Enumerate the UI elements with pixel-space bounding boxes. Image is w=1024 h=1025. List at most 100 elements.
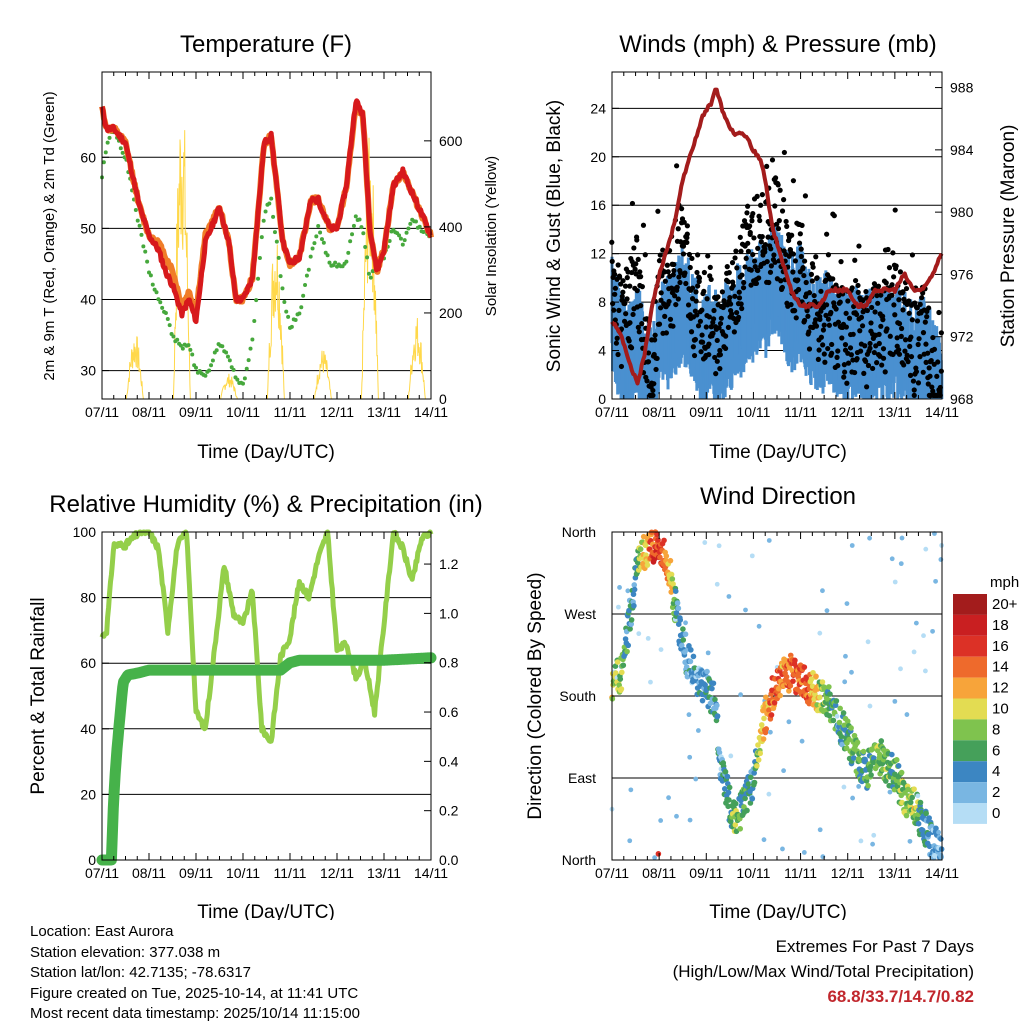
direction-ytick-label: East [568, 770, 596, 786]
gust-point [849, 285, 855, 291]
gust-point [896, 347, 902, 353]
gust-point [685, 302, 692, 308]
gust-point [936, 388, 943, 395]
gust-point [662, 278, 668, 284]
rh-xtick-label: 09/11 [179, 865, 213, 881]
rh-ytick-label: 100 [73, 524, 97, 540]
gust-point [885, 246, 891, 253]
gust-point [784, 223, 790, 229]
gust-point [751, 258, 758, 264]
direction-point [744, 807, 750, 814]
direction-point [766, 707, 772, 713]
direction-stray-point [936, 829, 942, 835]
gust-point [667, 316, 674, 322]
direction-point [669, 576, 676, 582]
gust-point [762, 241, 769, 248]
dewpoint-point [209, 363, 214, 368]
gust-point [638, 274, 644, 280]
direction-stray-point [911, 649, 917, 655]
direction-ytick-label: South [559, 688, 596, 704]
gust-point [908, 354, 915, 360]
gust-point [626, 338, 632, 344]
dewpoint-point [284, 309, 289, 314]
direction-xtick-label: 13/11 [878, 865, 912, 881]
gust-point [876, 331, 882, 337]
direction-point [911, 786, 917, 792]
rh-ytick-label: 40 [80, 721, 96, 737]
gust-point [842, 369, 848, 375]
gust-point [821, 351, 827, 357]
gust-point [854, 356, 860, 362]
direction-point [938, 836, 944, 842]
wind-ytick-label: 24 [590, 100, 606, 116]
gust-point [700, 339, 706, 345]
dewpoint-point [220, 344, 225, 349]
gust-point [694, 312, 700, 318]
gust-point [612, 291, 618, 297]
direction-point [620, 662, 627, 669]
direction-xtick-label: 07/11 [595, 865, 629, 881]
gust-point [755, 267, 761, 274]
gust-point [715, 294, 721, 300]
humidity-panel: Relative Humidity (%) & Precipitation (i… [28, 491, 483, 920]
dewpoint-point [274, 239, 279, 244]
gust-point [627, 320, 633, 326]
legend-swatch [953, 761, 987, 783]
gust-point [694, 269, 700, 276]
dewpoint-point [350, 232, 355, 237]
direction-ytick-label: West [564, 606, 596, 622]
winds-ylabel: Sonic Wind & Gust (Blue, Black) [544, 100, 565, 372]
legend-label: 18 [992, 617, 1009, 634]
direction-point [747, 774, 754, 781]
direction-point [732, 822, 739, 828]
direction-stray-point [844, 601, 850, 606]
direction-point [830, 717, 837, 724]
direction-point [612, 663, 619, 669]
precip-y2tick-label: 1.0 [439, 605, 459, 621]
direction-point [783, 674, 790, 680]
gust-point [732, 293, 738, 299]
direction-stray-point [867, 703, 873, 709]
legend-swatch [953, 677, 987, 699]
dewpoint-point [365, 255, 370, 260]
gust-point [652, 337, 658, 343]
precip-line [96, 652, 437, 866]
dewpoint-point [118, 146, 123, 151]
gust-point [811, 292, 817, 299]
gust-point [776, 218, 782, 224]
latlon-text: Station lat/lon: 42.7135; -78.6317 [30, 964, 252, 981]
direction-point [637, 546, 644, 552]
direction-point [714, 702, 720, 709]
gust-point [670, 323, 676, 329]
dewpoint-point [163, 310, 168, 315]
dewpoint-point [304, 273, 309, 278]
gust-point [856, 243, 862, 249]
direction-point [688, 647, 694, 653]
direction-point [760, 736, 767, 742]
gust-point [808, 271, 815, 277]
direction-point [813, 673, 819, 680]
gust-point [779, 208, 786, 214]
direction-stray-point [749, 553, 755, 559]
direction-point [640, 533, 647, 540]
gust-point [938, 330, 944, 336]
gust-point [911, 392, 917, 398]
gust-point [904, 352, 910, 358]
dewpoint-point [303, 283, 308, 288]
gust-point [775, 182, 781, 188]
dewpoint-point [297, 311, 302, 316]
gust-point [725, 324, 731, 330]
gust-point [802, 193, 809, 199]
direction-point [795, 670, 802, 677]
gust-point [673, 301, 679, 308]
direction-point [817, 694, 823, 701]
gust-point [684, 231, 690, 237]
dewpoint-point [282, 300, 287, 305]
direction-point [651, 556, 658, 563]
gust-point [894, 335, 900, 341]
gust-point [690, 344, 696, 350]
dewpoint-point [254, 298, 259, 303]
gust-point [640, 222, 647, 228]
gust-point [616, 307, 622, 314]
wind-xtick-label: 08/11 [642, 404, 676, 420]
